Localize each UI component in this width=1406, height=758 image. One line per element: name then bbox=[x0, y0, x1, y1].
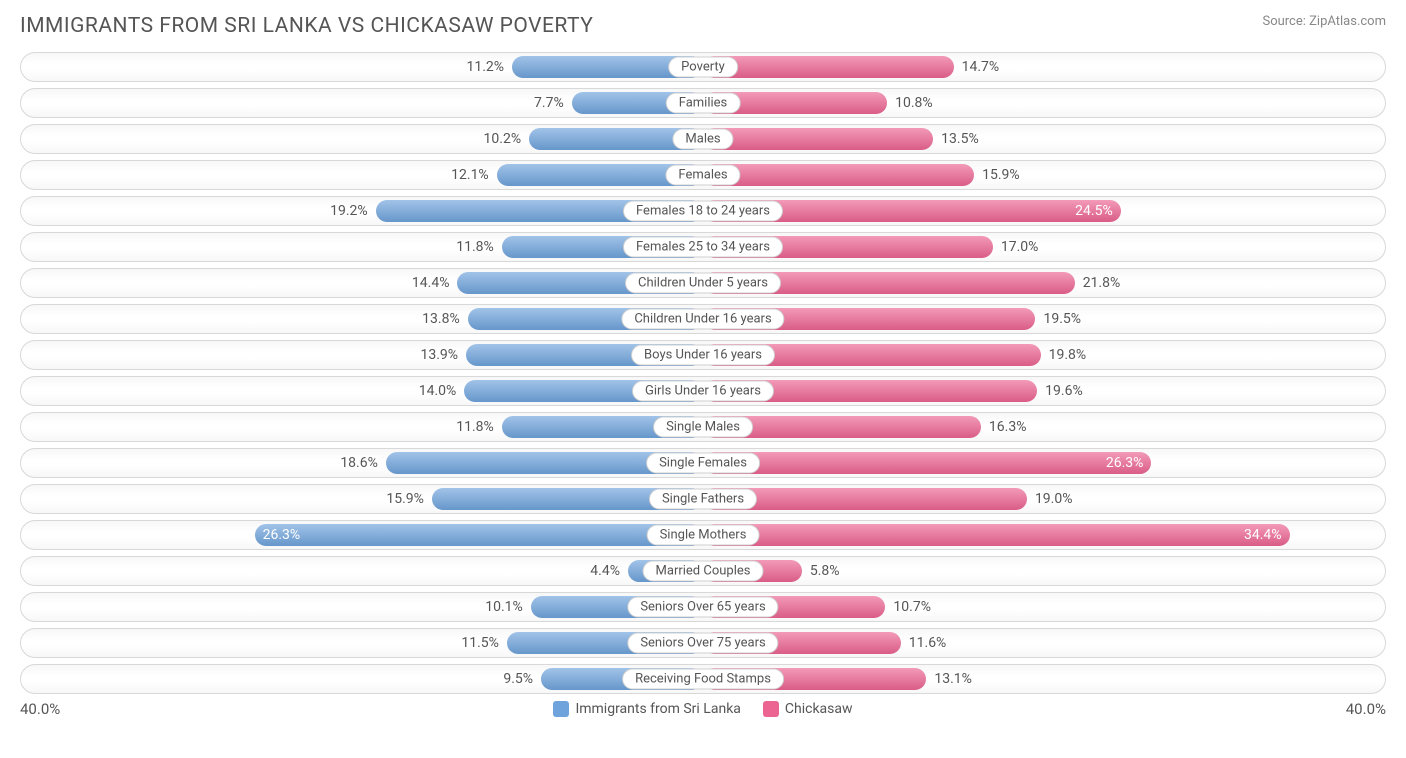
value-right: 19.0% bbox=[1035, 491, 1073, 507]
category-label: Males bbox=[672, 129, 733, 150]
bar-right: 34.4% bbox=[703, 524, 1290, 546]
category-label: Receiving Food Stamps bbox=[622, 669, 784, 690]
legend-label-left: Immigrants from Sri Lanka bbox=[575, 701, 740, 717]
bar-right bbox=[703, 128, 933, 150]
category-label: Poverty bbox=[668, 57, 738, 78]
chart-title: IMMIGRANTS FROM SRI LANKA VS CHICKASAW P… bbox=[20, 14, 593, 38]
chart-row: 7.7% 10.8% Families bbox=[20, 88, 1386, 118]
chart-legend: Immigrants from Sri Lanka Chickasaw bbox=[553, 701, 852, 717]
category-label: Children Under 5 years bbox=[625, 273, 781, 294]
value-left: 11.2% bbox=[466, 59, 504, 75]
chart-row: 10.1% 10.7% Seniors Over 65 years bbox=[20, 592, 1386, 622]
category-label: Children Under 16 years bbox=[621, 309, 784, 330]
category-label: Females 18 to 24 years bbox=[623, 201, 783, 222]
value-right: 21.8% bbox=[1083, 275, 1121, 291]
bar-right: 26.3% bbox=[703, 452, 1151, 474]
axis-max-left: 40.0% bbox=[20, 700, 60, 718]
chart-row: 12.1% 15.9% Females bbox=[20, 160, 1386, 190]
value-right: 10.7% bbox=[893, 599, 931, 615]
bar-right bbox=[703, 164, 974, 186]
chart-row: 13.8% 19.5% Children Under 16 years bbox=[20, 304, 1386, 334]
chart-row: 26.3% 34.4% Single Mothers bbox=[20, 520, 1386, 550]
bar-right bbox=[703, 56, 954, 78]
chart-row: 10.2% 13.5% Males bbox=[20, 124, 1386, 154]
value-right: 26.3% bbox=[1106, 455, 1144, 471]
value-right: 15.9% bbox=[982, 167, 1020, 183]
legend-label-right: Chickasaw bbox=[785, 701, 853, 717]
chart-row: 15.9% 19.0% Single Fathers bbox=[20, 484, 1386, 514]
value-right: 19.8% bbox=[1049, 347, 1087, 363]
value-left: 11.8% bbox=[456, 239, 494, 255]
value-left: 19.2% bbox=[330, 203, 368, 219]
value-right: 16.3% bbox=[989, 419, 1027, 435]
chart-row: 11.2% 14.7% Poverty bbox=[20, 52, 1386, 82]
chart-row: 4.4% 5.8% Married Couples bbox=[20, 556, 1386, 586]
chart-row: 11.8% 16.3% Single Males bbox=[20, 412, 1386, 442]
category-label: Families bbox=[666, 93, 741, 114]
chart-row: 9.5% 13.1% Receiving Food Stamps bbox=[20, 664, 1386, 694]
legend-swatch-right bbox=[763, 701, 779, 717]
value-left: 14.4% bbox=[412, 275, 450, 291]
chart-source: Source: ZipAtlas.com bbox=[1262, 14, 1386, 29]
value-right: 17.0% bbox=[1001, 239, 1039, 255]
value-left: 11.8% bbox=[456, 419, 494, 435]
value-right: 24.5% bbox=[1075, 203, 1113, 219]
category-label: Single Females bbox=[646, 453, 760, 474]
value-left: 18.6% bbox=[340, 455, 378, 471]
chart-footer: 40.0% Immigrants from Sri Lanka Chickasa… bbox=[20, 700, 1386, 718]
bar-left: 26.3% bbox=[255, 524, 703, 546]
chart-row: 11.5% 11.6% Seniors Over 75 years bbox=[20, 628, 1386, 658]
category-label: Boys Under 16 years bbox=[631, 345, 775, 366]
legend-item-left: Immigrants from Sri Lanka bbox=[553, 701, 740, 717]
value-left: 15.9% bbox=[386, 491, 424, 507]
chart-row: 14.0% 19.6% Girls Under 16 years bbox=[20, 376, 1386, 406]
value-left: 13.8% bbox=[422, 311, 460, 327]
value-right: 13.1% bbox=[934, 671, 972, 687]
category-label: Seniors Over 75 years bbox=[627, 633, 778, 654]
chart-header: IMMIGRANTS FROM SRI LANKA VS CHICKASAW P… bbox=[20, 14, 1386, 38]
category-label: Single Fathers bbox=[649, 489, 757, 510]
value-left: 13.9% bbox=[420, 347, 458, 363]
chart-row: 19.2% 24.5% Females 18 to 24 years bbox=[20, 196, 1386, 226]
value-right: 11.6% bbox=[909, 635, 947, 651]
value-right: 19.6% bbox=[1045, 383, 1083, 399]
value-left: 10.1% bbox=[485, 599, 523, 615]
category-label: Girls Under 16 years bbox=[632, 381, 774, 402]
value-right: 10.8% bbox=[895, 95, 933, 111]
category-label: Single Mothers bbox=[647, 525, 760, 546]
value-left: 10.2% bbox=[484, 131, 522, 147]
chart-row: 11.8% 17.0% Females 25 to 34 years bbox=[20, 232, 1386, 262]
legend-item-right: Chickasaw bbox=[763, 701, 853, 717]
value-right: 34.4% bbox=[1244, 527, 1282, 543]
value-right: 13.5% bbox=[941, 131, 979, 147]
category-label: Married Couples bbox=[643, 561, 764, 582]
category-label: Females 25 to 34 years bbox=[623, 237, 783, 258]
value-left: 12.1% bbox=[451, 167, 489, 183]
legend-swatch-left bbox=[553, 701, 569, 717]
chart-row: 18.6% 26.3% Single Females bbox=[20, 448, 1386, 478]
value-left: 9.5% bbox=[503, 671, 533, 687]
value-left: 14.0% bbox=[419, 383, 457, 399]
chart-row: 14.4% 21.8% Children Under 5 years bbox=[20, 268, 1386, 298]
value-left: 26.3% bbox=[263, 527, 301, 543]
value-right: 19.5% bbox=[1043, 311, 1081, 327]
value-right: 14.7% bbox=[962, 59, 1000, 75]
value-left: 11.5% bbox=[461, 635, 499, 651]
axis-max-right: 40.0% bbox=[1346, 700, 1386, 718]
value-left: 4.4% bbox=[590, 563, 620, 579]
chart-row: 13.9% 19.8% Boys Under 16 years bbox=[20, 340, 1386, 370]
diverging-bar-chart: 11.2%14.7%Poverty7.7%10.8%Families10.2%1… bbox=[20, 52, 1386, 694]
value-left: 7.7% bbox=[534, 95, 564, 111]
category-label: Seniors Over 65 years bbox=[627, 597, 778, 618]
category-label: Females bbox=[665, 165, 740, 186]
value-right: 5.8% bbox=[810, 563, 840, 579]
category-label: Single Males bbox=[653, 417, 753, 438]
